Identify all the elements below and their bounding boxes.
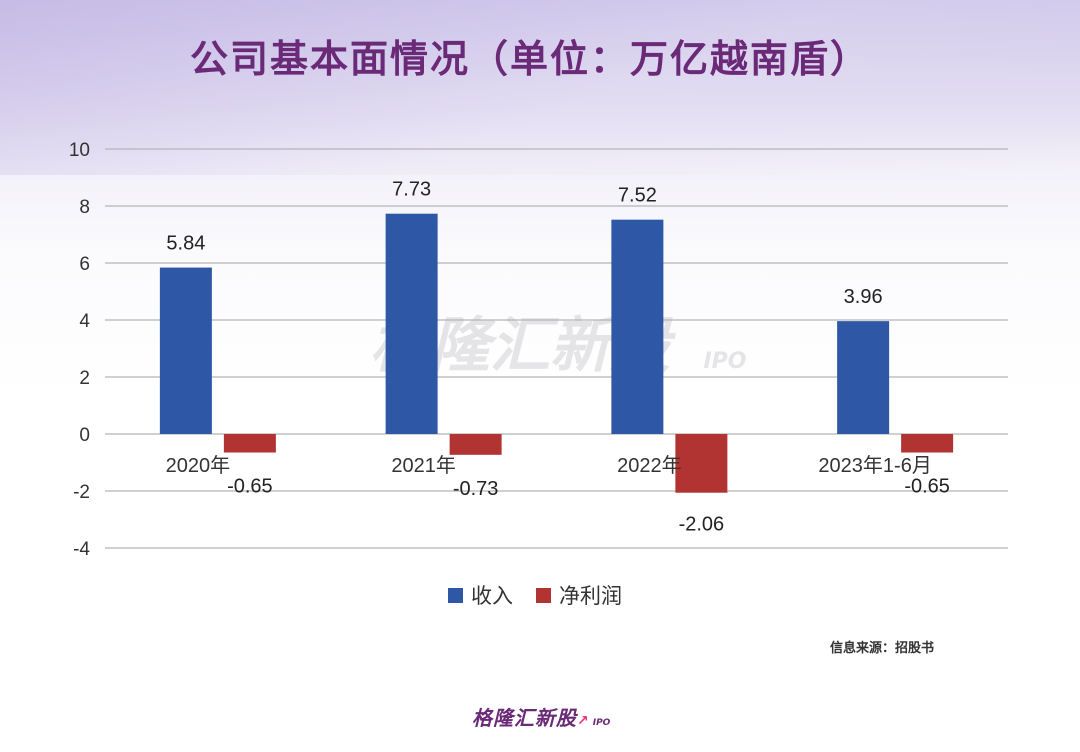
bar-revenue <box>837 321 890 434</box>
bar-net-profit <box>223 434 276 453</box>
y-tick-label: 8 <box>79 197 90 218</box>
y-tick-label: 4 <box>79 311 90 332</box>
y-tick-label: 10 <box>69 140 90 161</box>
data-label-revenue: 5.84 <box>166 233 205 255</box>
legend-revenue-label: 收入 <box>471 584 513 608</box>
x-category-label: 2023年1-6月 <box>818 454 931 477</box>
logo-text: 格隆汇新股 <box>472 706 577 730</box>
page-title: 公司基本面情况（单位：万亿越南盾） <box>189 36 870 81</box>
bar-revenue <box>611 219 664 434</box>
source-note: 信息来源：招股书 <box>830 641 935 656</box>
bar-net-profit <box>901 434 954 453</box>
bar-net-profit <box>675 434 728 493</box>
data-label-net-profit: -0.65 <box>227 476 273 498</box>
bar-revenue <box>159 267 212 434</box>
data-label-revenue: 7.73 <box>392 179 431 201</box>
y-tick-label: 2 <box>79 368 90 389</box>
data-label-net-profit: -2.06 <box>679 514 725 536</box>
watermark-sub-text: IPO <box>703 349 746 374</box>
y-tick-label: 6 <box>79 254 90 275</box>
x-category-label: 2022年 <box>617 454 682 477</box>
data-label-net-profit: -0.73 <box>453 478 499 500</box>
legend-revenue-swatch <box>448 588 463 603</box>
legend-net-profit-swatch <box>536 588 551 603</box>
y-tick-label: -4 <box>73 539 90 560</box>
brand-logo: 格隆汇新股↗ IPO <box>472 702 610 731</box>
y-tick-label: 0 <box>79 425 90 446</box>
bar-revenue <box>385 213 438 434</box>
bar-net-profit <box>449 434 502 455</box>
data-label-revenue: 7.52 <box>618 185 657 207</box>
data-label-net-profit: -0.65 <box>904 476 950 498</box>
x-category-label: 2021年 <box>391 454 456 477</box>
logo-arrow-icon: ↗ <box>577 713 590 729</box>
data-label-revenue: 3.96 <box>844 286 883 308</box>
logo-sub-text: IPO <box>592 718 611 728</box>
legend-net-profit-label: 净利润 <box>559 584 622 608</box>
y-tick-label: -2 <box>73 482 90 503</box>
x-category-label: 2020年 <box>166 454 231 477</box>
